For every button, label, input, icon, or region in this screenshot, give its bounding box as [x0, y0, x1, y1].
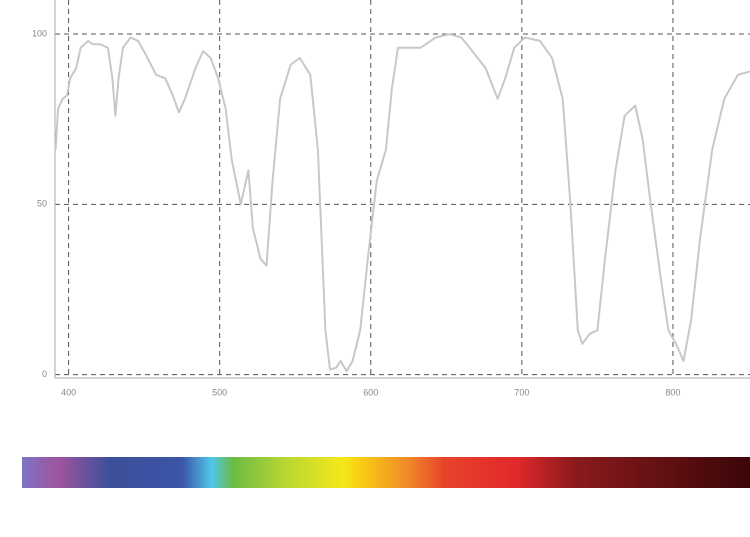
- spectrum-bar: [22, 457, 750, 488]
- y-tick-label: 100: [32, 28, 47, 38]
- x-tick-label: 700: [514, 387, 529, 397]
- x-tick-label: 400: [61, 387, 76, 397]
- x-tick-label: 500: [212, 387, 227, 397]
- x-tick-label: 600: [363, 387, 378, 397]
- y-tick-label: 0: [42, 369, 47, 379]
- x-tick-label: 800: [665, 387, 680, 397]
- spectrum-line: [54, 33, 750, 373]
- y-tick-label: 50: [37, 199, 47, 209]
